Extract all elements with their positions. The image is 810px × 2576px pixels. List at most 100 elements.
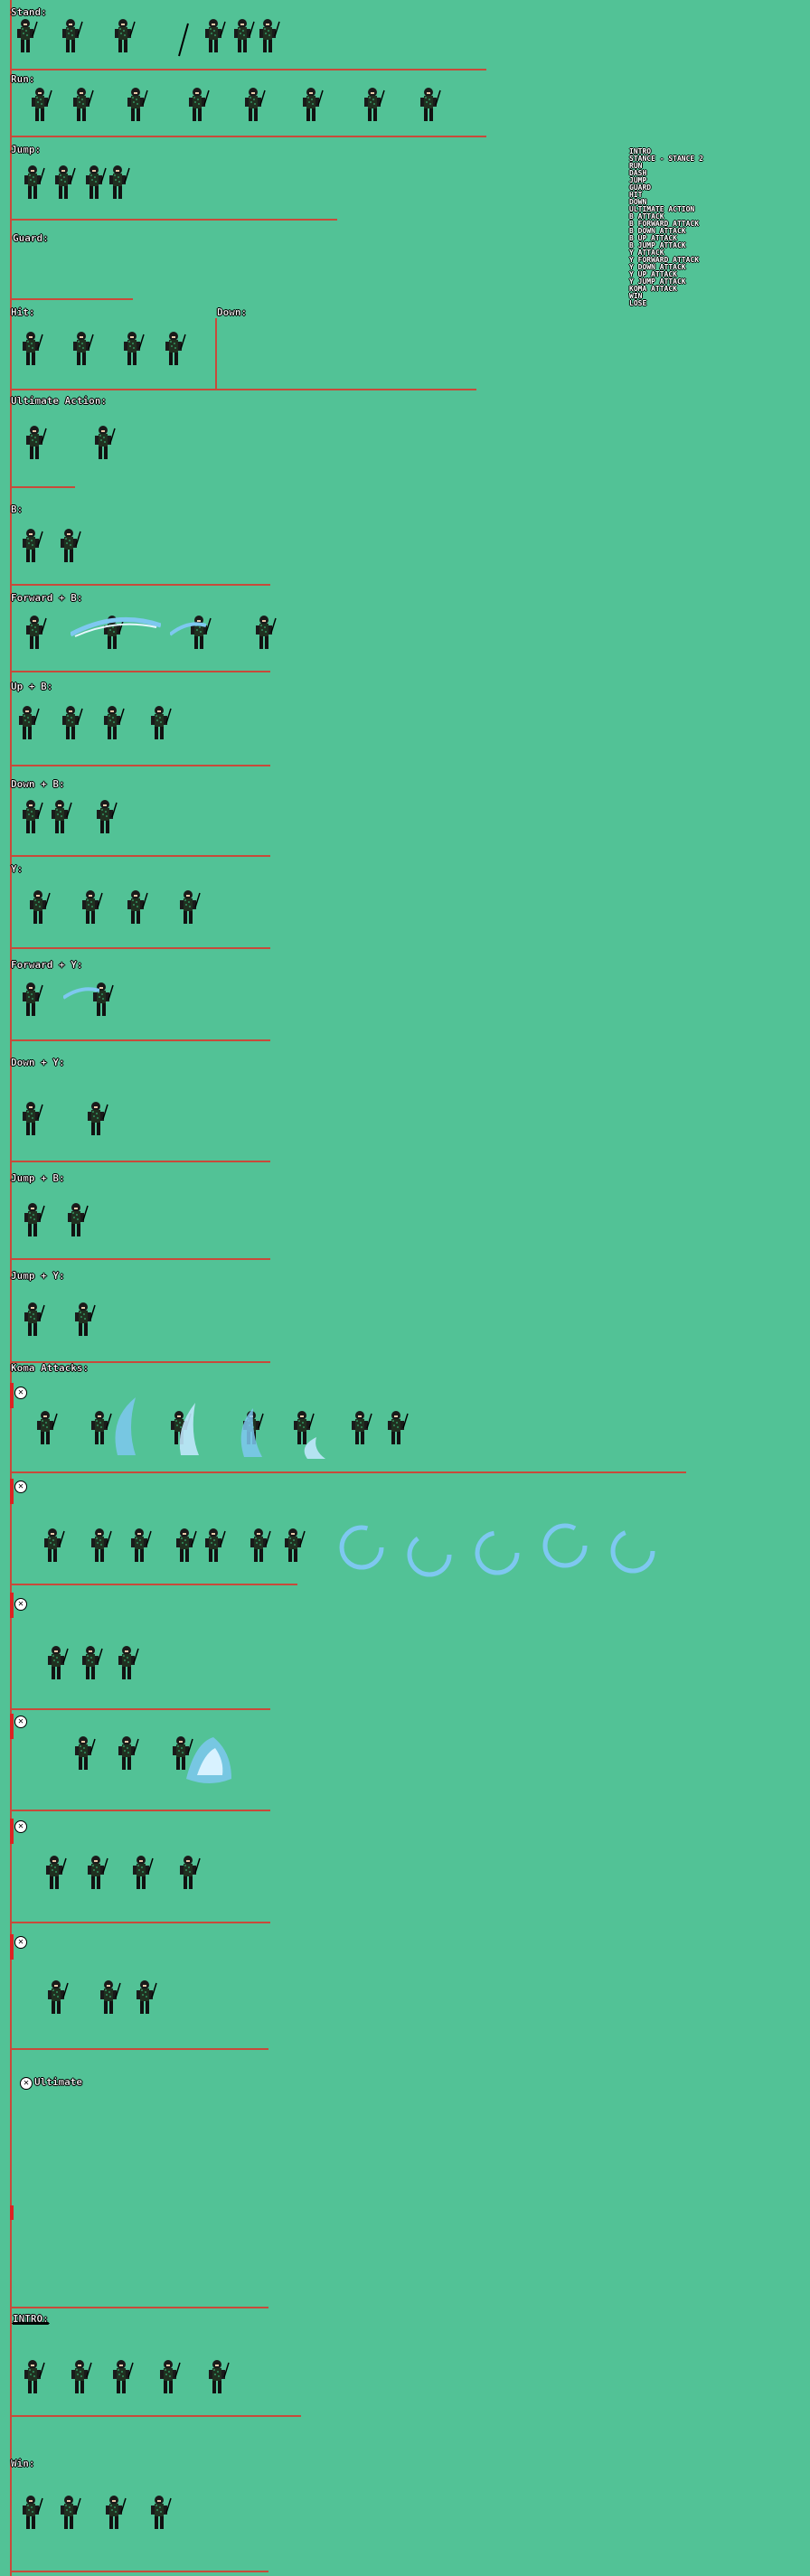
character-sprite xyxy=(91,1411,112,1444)
label-jump-y: Jump + Y: xyxy=(11,1270,65,1282)
character-sprite xyxy=(364,88,385,121)
koma-marker-2 xyxy=(10,1479,14,1504)
water-splash-effect xyxy=(186,1737,231,1783)
character-sprite xyxy=(165,332,186,365)
character-sprite xyxy=(30,890,51,924)
water-slash-effect xyxy=(71,616,161,637)
legend-item: RUN xyxy=(629,162,643,170)
character-sprite xyxy=(24,2360,45,2393)
legend-item: KOMA ATTACK xyxy=(629,285,677,293)
divider-win xyxy=(10,2571,268,2572)
character-sprite xyxy=(420,88,441,121)
animation-legend: INTRO STANCE - STANCE 2 RUN DASH JUMP GUARD HI… xyxy=(629,148,703,307)
character-sprite xyxy=(109,165,130,199)
label-down-y: Down + Y: xyxy=(11,1057,65,1068)
character-sprite xyxy=(26,616,47,649)
character-sprite xyxy=(55,165,76,199)
character-sprite xyxy=(68,1203,89,1236)
character-sprite xyxy=(124,332,145,365)
label-forward-b: Forward + B: xyxy=(11,592,83,604)
divider-koma-5 xyxy=(10,1922,270,1923)
character-sprite xyxy=(106,2496,127,2529)
legend-item: JUMP xyxy=(629,176,647,184)
koma-marker-6 xyxy=(10,1934,14,1960)
character-sprite xyxy=(82,1646,103,1679)
sword-icon xyxy=(178,23,189,57)
character-sprite xyxy=(52,800,72,833)
divider-ultimate-action xyxy=(10,486,75,488)
x-circle-icon: ✕ xyxy=(14,1716,27,1728)
divider-jump-b xyxy=(10,1258,270,1260)
legend-item: GUARD xyxy=(629,183,652,192)
character-sprite xyxy=(44,1528,65,1562)
character-sprite xyxy=(23,982,43,1016)
divider-down-y xyxy=(10,1161,270,1162)
divider-up-b xyxy=(10,765,270,766)
water-wave-effect xyxy=(115,1397,325,1459)
character-sprite xyxy=(24,1302,45,1336)
label-guard: Guard: xyxy=(13,232,49,244)
character-sprite xyxy=(180,890,201,924)
character-sprite xyxy=(23,1102,43,1135)
character-sprite xyxy=(176,1528,197,1562)
character-sprite xyxy=(303,88,324,121)
character-sprite xyxy=(151,2496,172,2529)
divider-ultimate xyxy=(10,2307,268,2308)
label-intro: INTRO: xyxy=(13,2313,49,2325)
character-sprite xyxy=(48,1646,69,1679)
character-sprite xyxy=(189,88,210,121)
label-jump: Jump: xyxy=(11,144,42,155)
koma-marker-1 xyxy=(10,1383,14,1408)
character-sprite xyxy=(71,2360,92,2393)
label-ultimate: Ultimate xyxy=(34,2076,82,2088)
character-sprite xyxy=(118,1646,139,1679)
character-sprite xyxy=(23,332,43,365)
divider-guard xyxy=(10,298,133,300)
label-stand: Stand: xyxy=(11,6,47,18)
koma-marker-5 xyxy=(10,1819,14,1844)
character-sprite xyxy=(131,1528,152,1562)
label-run: Run: xyxy=(11,73,35,85)
legend-item: Y DOWN ATTACK xyxy=(629,263,686,271)
divider-koma-1 xyxy=(10,1471,686,1473)
character-sprite xyxy=(245,88,266,121)
character-sprite xyxy=(82,890,103,924)
label-down-b: Down + B: xyxy=(11,778,65,790)
character-sprite xyxy=(86,165,107,199)
character-sprite xyxy=(61,2496,81,2529)
koma-marker-4 xyxy=(10,1714,14,1739)
label-forward-y: Forward + Y: xyxy=(11,959,83,971)
legend-item: Y FORWARD ATTACK xyxy=(629,256,700,264)
divider-jump xyxy=(10,219,337,221)
divider-stand xyxy=(10,69,486,71)
label-down: Down: xyxy=(217,306,248,318)
divider-jump-y xyxy=(10,1361,270,1363)
character-sprite xyxy=(62,19,83,52)
character-sprite xyxy=(23,529,43,562)
label-win: Win: xyxy=(11,2458,35,2469)
character-sprite xyxy=(127,890,148,924)
character-sprite xyxy=(127,88,148,121)
label-koma: Koma Attacks: xyxy=(11,1362,89,1374)
character-sprite xyxy=(209,2360,230,2393)
character-sprite xyxy=(91,1528,112,1562)
character-sprite xyxy=(256,616,277,649)
x-circle-icon: ✕ xyxy=(20,2077,33,2090)
legend-item: LOSE xyxy=(629,299,647,307)
character-sprite xyxy=(23,2496,43,2529)
character-sprite xyxy=(104,706,125,739)
label-up-b: Up + B: xyxy=(11,681,53,692)
legend-item: Y UP ATTACK xyxy=(629,270,677,278)
character-sprite xyxy=(113,2360,134,2393)
character-sprite xyxy=(62,706,83,739)
legend-item: B JUMP ATTACK xyxy=(629,241,686,249)
legend-item: HIT xyxy=(629,191,643,199)
x-circle-icon: ✕ xyxy=(14,1598,27,1611)
legend-item: B DOWN ATTACK xyxy=(629,227,686,235)
character-sprite xyxy=(133,1856,154,1889)
divider-koma-6 xyxy=(10,2048,268,2050)
label-jump-b: Jump + B: xyxy=(11,1172,65,1184)
divider-b xyxy=(10,584,270,586)
character-sprite xyxy=(205,19,226,52)
character-sprite xyxy=(24,165,45,199)
